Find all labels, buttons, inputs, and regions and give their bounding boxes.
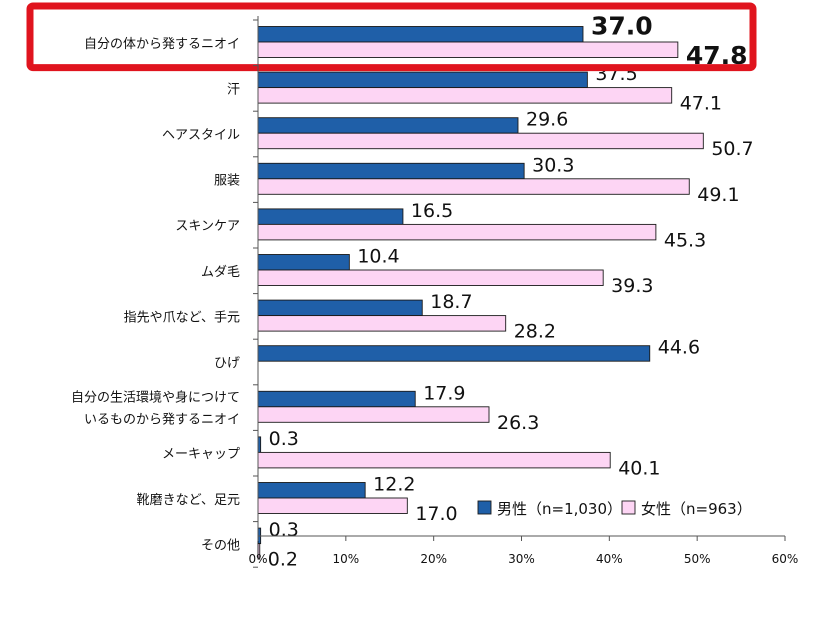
category-label: ヘアスタイル — [162, 128, 240, 143]
category-label: ムダ毛 — [201, 265, 240, 280]
category-label: 靴磨きなど、足元 — [137, 493, 240, 508]
category-label: 自分の生活環境や身につけて — [71, 390, 240, 406]
data-label: 0.3 — [269, 428, 299, 450]
data-label: 16.5 — [411, 200, 453, 222]
data-label: 39.3 — [611, 275, 653, 297]
data-label: 45.3 — [664, 229, 706, 251]
category-label: 指先や爪など、手元 — [124, 310, 240, 325]
data-label: 44.6 — [658, 337, 700, 359]
category-label: ひげ — [214, 356, 240, 371]
data-label: 12.2 — [373, 474, 415, 496]
highlight-box — [26, 2, 757, 72]
category-label: 服装 — [214, 174, 240, 189]
category-label: 自分の体から発するニオイ — [84, 37, 240, 52]
bar-male — [257, 26, 584, 43]
data-label: 40.1 — [618, 457, 660, 479]
data-label: 47.1 — [680, 93, 722, 115]
data-label: 37.0 — [591, 12, 653, 41]
data-label: 30.3 — [532, 154, 574, 176]
x-tick-label: 40% — [596, 552, 623, 566]
bar-male — [257, 254, 350, 271]
x-tick-label: 60% — [772, 552, 799, 566]
bar-male — [257, 208, 404, 225]
category-label: 汗 — [227, 82, 240, 97]
bar-female — [257, 41, 679, 58]
bar-male — [257, 71, 588, 89]
x-tick-label: 0% — [248, 552, 267, 566]
data-label: 10.4 — [357, 246, 399, 268]
x-tick-label: 50% — [684, 552, 711, 566]
legend-swatch — [477, 500, 492, 515]
bar-female — [257, 543, 261, 560]
data-label: 0.2 — [268, 549, 298, 571]
data-label: 17.9 — [423, 382, 465, 404]
bar-male — [257, 117, 519, 134]
bar-female — [257, 315, 507, 332]
plot-area: 自分の体から発するニオイ37.047.8汗37.547.1ヘアスタイル29.65… — [26, 2, 799, 571]
data-label: 50.7 — [711, 138, 753, 160]
x-tick-label: 20% — [420, 552, 447, 566]
bar-male — [257, 345, 651, 362]
legend-label: 女性（n=963） — [641, 500, 752, 518]
category-label: スキンケア — [175, 219, 240, 234]
bar-female — [257, 223, 657, 241]
bar-female — [257, 87, 673, 104]
bar-female — [257, 497, 408, 514]
bar-female — [257, 269, 604, 286]
bar-male — [257, 162, 525, 180]
bar-female — [257, 406, 490, 423]
x-tick-label: 30% — [508, 552, 535, 566]
bar-male — [257, 299, 423, 317]
bar-female — [257, 178, 690, 195]
legend-label: 男性（n=1,030） — [497, 500, 622, 518]
data-label: 26.3 — [497, 412, 539, 434]
bar-female — [257, 132, 704, 150]
category-label: メーキャップ — [162, 447, 240, 462]
data-label: 49.1 — [697, 184, 739, 206]
category-label: いるものから発するニオイ — [84, 413, 240, 428]
bar-female — [257, 451, 611, 469]
data-label: 29.6 — [526, 109, 568, 131]
data-label: 28.2 — [514, 321, 556, 343]
data-label: 0.3 — [269, 519, 299, 541]
bar-male — [257, 390, 416, 408]
data-label: 17.0 — [415, 503, 457, 525]
x-tick-label: 10% — [332, 552, 359, 566]
bar-male — [257, 482, 366, 499]
data-label: 18.7 — [430, 291, 472, 313]
category-label: その他 — [201, 538, 240, 553]
legend-swatch — [621, 500, 636, 515]
